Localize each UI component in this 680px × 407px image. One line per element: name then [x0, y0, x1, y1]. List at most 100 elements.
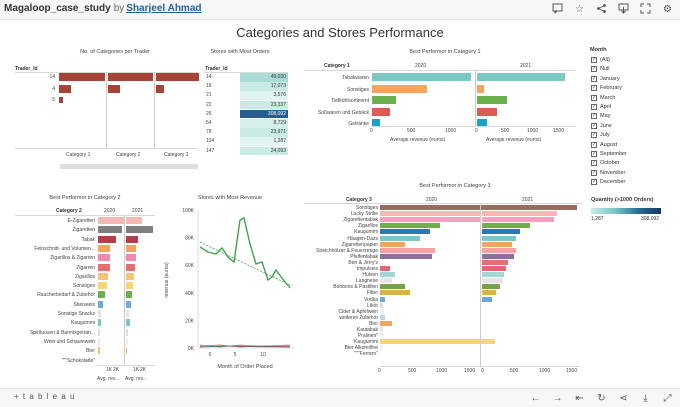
trader-4-cat3-bar[interactable]: [156, 85, 164, 93]
comment-icon[interactable]: [551, 3, 564, 16]
redo-icon[interactable]: →: [552, 393, 563, 404]
category3-bar-2020[interactable]: [380, 217, 480, 223]
category3-bar-2020[interactable]: [380, 223, 440, 229]
orders-row-value-cell[interactable]: [240, 137, 288, 146]
category1-bar-2021[interactable]: [477, 107, 497, 116]
settings-icon[interactable]: ⚙: [663, 4, 672, 15]
orders-row-value-cell[interactable]: [240, 109, 288, 119]
category3-bar-2021[interactable]: [482, 211, 557, 217]
category3-bar-2021[interactable]: [482, 272, 504, 278]
star-icon[interactable]: ☆: [575, 4, 584, 15]
category2-bar-2020[interactable]: [98, 226, 122, 234]
category3-bar-2020[interactable]: [380, 272, 395, 278]
category3-bar-2020[interactable]: [380, 308, 384, 314]
checkbox-icon[interactable]: ✓: [591, 160, 597, 167]
category3-bar-2021[interactable]: [482, 290, 496, 296]
month-filter-item[interactable]: ✓ August: [591, 141, 617, 148]
category3-bar-2020[interactable]: [380, 284, 405, 290]
category2-bar-2021[interactable]: [126, 282, 133, 290]
category1-bar-2021[interactable]: [477, 84, 484, 93]
category3-bar-2021[interactable]: [482, 259, 508, 265]
category2-bar-2021[interactable]: [126, 291, 132, 299]
category2-bar-2021[interactable]: [126, 337, 128, 345]
category2-bar-2020[interactable]: [98, 300, 103, 308]
category3-bar-2020[interactable]: [380, 333, 383, 339]
checkbox-icon[interactable]: ✓: [591, 85, 597, 92]
month-filter-item[interactable]: ✓ March: [591, 94, 615, 101]
category3-bar-2020[interactable]: [380, 345, 382, 351]
orders-row-value-cell[interactable]: [240, 100, 288, 110]
trader-14-cat3-bar[interactable]: [156, 73, 199, 81]
month-filter-item[interactable]: ✓ April: [591, 104, 611, 110]
category2-bar-2020[interactable]: [98, 254, 110, 262]
category1-bar-2021[interactable]: [477, 119, 487, 127]
category2-bar-2020[interactable]: [98, 319, 101, 327]
month-filter-item[interactable]: ✓ February: [591, 85, 622, 92]
category2-bar-2020[interactable]: [98, 244, 110, 252]
category2-bar-2021[interactable]: [126, 347, 127, 355]
category3-bar-2020[interactable]: [380, 339, 495, 345]
fullscreen-icon[interactable]: [639, 3, 652, 16]
category1-bar-2020[interactable]: [372, 96, 396, 104]
category1-bar-2020[interactable]: [372, 119, 380, 127]
orders-row-value-cell[interactable]: [240, 119, 288, 128]
category2-bar-2020[interactable]: [98, 291, 105, 299]
author-link[interactable]: Sharjeel Ahmad: [126, 3, 202, 14]
category1-bar-2020[interactable]: [372, 107, 390, 116]
category3-bar-2021[interactable]: [482, 235, 516, 241]
category3-bar-2021[interactable]: [482, 253, 514, 259]
category1-bar-2021[interactable]: [477, 96, 507, 104]
category3-bar-2021[interactable]: [482, 284, 500, 290]
category2-bar-2021[interactable]: [126, 328, 128, 336]
category3-bar-2021[interactable]: [482, 217, 554, 223]
checkbox-icon[interactable]: ✓: [591, 169, 597, 176]
category3-bar-2020[interactable]: [380, 253, 432, 259]
checkbox-icon[interactable]: ✓: [591, 151, 597, 157]
revert-icon[interactable]: ⇤: [575, 393, 584, 404]
category3-bar-2020[interactable]: [380, 211, 480, 217]
category2-bar-2020[interactable]: [98, 263, 110, 271]
checkbox-icon[interactable]: ✓: [591, 66, 597, 73]
revenue-line-chart[interactable]: 100K 80K 60K 40K 20K 0K 0 5 10 revenue (euros) Mon…: [160, 200, 300, 390]
download-icon[interactable]: [617, 3, 630, 16]
category2-bar-2020[interactable]: [98, 235, 116, 243]
share-icon[interactable]: [595, 3, 608, 16]
month-filter-item[interactable]: ✓ Null: [591, 66, 609, 73]
category3-bar-2020[interactable]: [380, 229, 430, 235]
trader-14-cat1-bar[interactable]: [59, 73, 105, 81]
category2-bar-2020[interactable]: [98, 310, 101, 317]
checkbox-icon[interactable]: ✓: [591, 75, 597, 82]
month-filter-item[interactable]: ✓ December: [591, 179, 625, 186]
category2-bar-2020[interactable]: [98, 337, 100, 345]
category2-bar-2020[interactable]: [98, 282, 107, 290]
category2-bar-2021[interactable]: [126, 300, 131, 308]
checkbox-icon[interactable]: ✓: [591, 57, 597, 63]
category2-bar-2020[interactable]: [98, 217, 124, 224]
category3-bar-2021[interactable]: [482, 205, 577, 210]
category3-bar-2020[interactable]: [380, 205, 552, 210]
category2-bar-2021[interactable]: [126, 254, 136, 262]
trader-5-cat1-bar[interactable]: [59, 97, 63, 103]
category2-bar-2020[interactable]: [98, 356, 99, 364]
category2-bar-2021[interactable]: [126, 356, 127, 364]
undo-icon[interactable]: ←: [530, 393, 541, 404]
category3-bar-2021[interactable]: [482, 247, 516, 253]
checkbox-icon[interactable]: ✓: [591, 132, 597, 139]
checkbox-icon[interactable]: ✓: [591, 113, 597, 120]
category2-bar-2021[interactable]: [126, 226, 153, 234]
fullscreen-icon[interactable]: ⤢: [663, 393, 672, 404]
category1-bar-2021[interactable]: [477, 73, 565, 81]
category1-bar-2020[interactable]: [372, 73, 471, 81]
trader-4-cat1-bar[interactable]: [59, 85, 71, 93]
category3-bar-2021[interactable]: [482, 229, 520, 235]
month-filter-item[interactable]: ✓ September: [591, 151, 627, 157]
panel1-scrollbar[interactable]: [60, 164, 198, 169]
category3-bar-2020[interactable]: [380, 320, 392, 326]
category3-bar-2020[interactable]: [380, 241, 405, 247]
category2-bar-2021[interactable]: [126, 272, 134, 280]
category3-bar-2021[interactable]: [482, 296, 492, 302]
category2-bar-2020[interactable]: [98, 347, 100, 355]
category2-bar-2021[interactable]: [126, 235, 138, 243]
category3-bar-2020[interactable]: [380, 266, 390, 271]
category1-bar-2020[interactable]: [372, 84, 427, 93]
